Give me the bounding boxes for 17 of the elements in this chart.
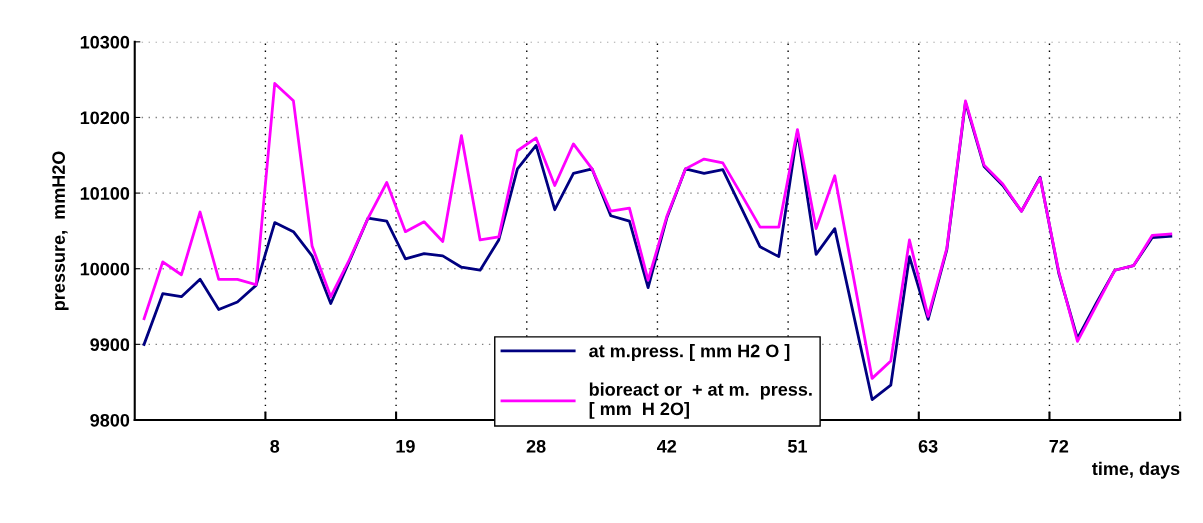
y-tick-label: 10100 bbox=[80, 187, 130, 200]
x-tick-label: 42 bbox=[657, 439, 677, 453]
x-tick-label: 28 bbox=[526, 439, 546, 453]
x-tick-label: 19 bbox=[396, 439, 415, 453]
x-tick-label: 63 bbox=[918, 439, 938, 453]
y-axis-title: pressure, mmH2O bbox=[52, 151, 69, 310]
y-tick-label: 10000 bbox=[80, 262, 130, 276]
y-tick-label: 9900 bbox=[90, 338, 130, 352]
x-axis-title: time, days bbox=[1092, 461, 1180, 479]
x-tick-label: 51 bbox=[787, 440, 807, 453]
legend-label: at m.press. [ mm H2 O ] bbox=[589, 344, 790, 361]
legend-label: bioreact or + at m. press. [ mm H 2O] bbox=[589, 382, 812, 419]
x-tick-label: 8 bbox=[270, 439, 280, 453]
y-tick-label: 10300 bbox=[80, 35, 130, 49]
y-tick-label: 10200 bbox=[80, 111, 130, 125]
x-tick-label: 72 bbox=[1049, 439, 1069, 453]
y-tick-label: 9800 bbox=[90, 413, 130, 427]
